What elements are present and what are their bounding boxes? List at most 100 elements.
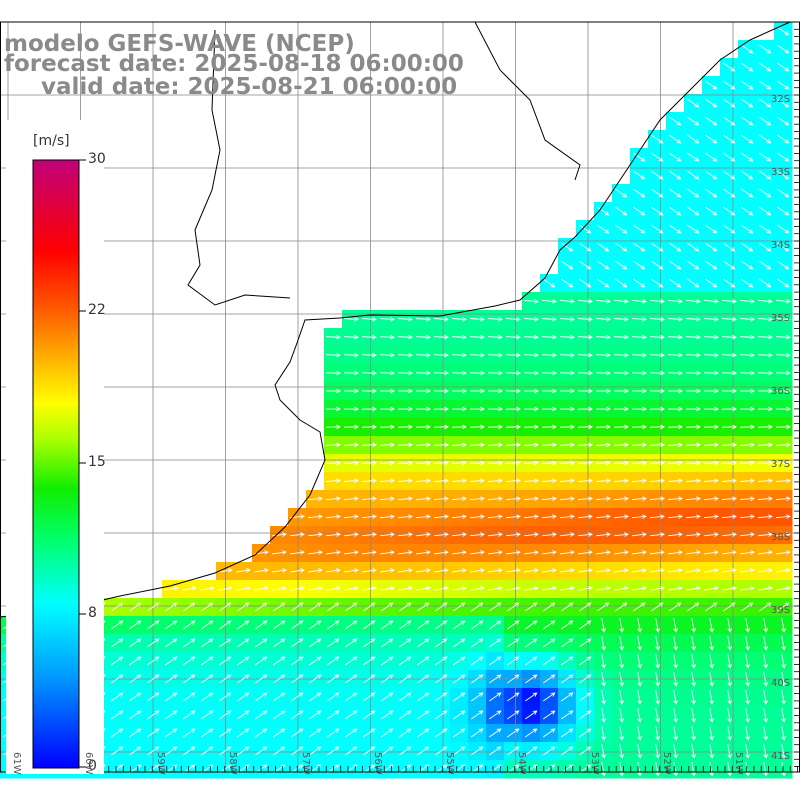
wind-arrow xyxy=(705,602,718,612)
wind-arrow xyxy=(721,370,737,376)
lat-label-32s: 32S xyxy=(771,94,791,105)
wind-arrow xyxy=(651,134,664,144)
wind-arrow xyxy=(379,478,395,484)
wind-arrow xyxy=(451,370,467,376)
wind-arrow xyxy=(111,692,124,702)
wind-arrow xyxy=(129,746,142,756)
wind-arrow xyxy=(613,388,629,394)
wind-arrow xyxy=(505,514,521,519)
wind-arrow xyxy=(129,656,142,666)
wind-arrow xyxy=(775,406,791,412)
wind-arrow xyxy=(523,532,539,537)
wind-arrow xyxy=(291,692,304,702)
wind-arrow xyxy=(345,692,358,702)
wind-arrow xyxy=(651,206,664,216)
wind-arrow xyxy=(703,532,719,537)
wind-arrow xyxy=(649,370,665,376)
wind-arrow xyxy=(655,744,660,759)
wind-arrow xyxy=(703,478,719,484)
wind-arrow xyxy=(759,602,772,612)
wind-arrow xyxy=(775,352,791,358)
wind-arrow xyxy=(560,550,575,555)
wind-arrow xyxy=(757,442,773,448)
lon-label-54w: 54W xyxy=(516,752,527,775)
wind-arrow xyxy=(745,744,750,759)
wind-arrow xyxy=(673,672,678,687)
wind-arrow xyxy=(649,388,665,394)
wind-arrow xyxy=(505,442,521,448)
wind-arrow xyxy=(165,710,178,720)
wind-arrow xyxy=(721,496,737,501)
wind-arrow xyxy=(237,710,250,720)
wind-arrow xyxy=(523,442,539,448)
wind-arrow xyxy=(308,550,323,555)
wind-arrow xyxy=(344,586,359,591)
wind-arrow xyxy=(705,278,718,288)
wind-arrow xyxy=(741,62,754,72)
wind-arrow xyxy=(595,370,611,376)
wind-arrow xyxy=(417,638,430,648)
wind-arrow xyxy=(362,568,377,573)
wind-arrow xyxy=(272,550,287,555)
wind-arrow xyxy=(343,334,359,340)
wind-arrow xyxy=(433,370,449,376)
wind-arrow xyxy=(147,602,160,612)
wind-arrow xyxy=(309,620,322,630)
wind-arrow xyxy=(469,532,485,537)
wind-arrow xyxy=(417,728,430,738)
wind-arrow xyxy=(381,638,394,648)
wind-arrow xyxy=(218,586,233,591)
wind-arrow xyxy=(543,674,556,684)
wind-arrow xyxy=(381,674,394,684)
wind-arrow xyxy=(379,406,395,412)
wind-arrow xyxy=(595,478,611,484)
wind-arrow xyxy=(763,708,768,723)
wind-arrow xyxy=(763,690,768,705)
wind-arrow xyxy=(739,496,755,501)
wind-arrow xyxy=(255,638,268,648)
wind-arrow xyxy=(561,242,574,252)
wind-arrow xyxy=(361,532,377,537)
wind-arrow xyxy=(380,568,395,573)
wind-arrow xyxy=(759,152,772,162)
wind-arrow xyxy=(525,710,538,720)
wind-arrow xyxy=(309,692,322,702)
wind-arrow xyxy=(777,224,790,234)
wind-arrow xyxy=(655,654,660,669)
wind-arrow xyxy=(381,746,394,756)
wind-arrow xyxy=(579,656,592,666)
wind-arrow xyxy=(183,602,196,612)
wind-arrow xyxy=(361,370,377,376)
wind-arrow xyxy=(577,478,593,484)
wind-arrow xyxy=(165,620,178,630)
wind-arrow xyxy=(542,568,557,573)
wind-arrow xyxy=(723,62,736,72)
colorbar-label-30: 30 xyxy=(88,151,106,167)
wind-arrow xyxy=(721,352,737,358)
wind-arrow xyxy=(489,728,502,738)
wind-arrow xyxy=(705,242,718,252)
wind-arrow xyxy=(183,638,196,648)
wind-arrow xyxy=(399,620,412,630)
wind-arrow xyxy=(596,550,611,555)
wind-arrow xyxy=(289,532,305,537)
wind-arrow xyxy=(649,460,665,466)
wind-arrow xyxy=(505,532,521,537)
wind-arrow xyxy=(415,478,431,484)
wind-arrow xyxy=(650,550,665,555)
title-model: modelo GEFS-WAVE (NCEP) xyxy=(4,31,355,57)
wind-arrow xyxy=(380,586,395,591)
wind-arrow xyxy=(651,602,664,612)
wind-arrow xyxy=(613,370,629,376)
wind-arrow xyxy=(379,532,395,537)
wind-arrow xyxy=(740,568,755,573)
wind-arrow xyxy=(759,188,772,198)
wind-arrow xyxy=(543,692,556,702)
wind-arrow xyxy=(723,134,736,144)
wind-arrow xyxy=(619,744,624,759)
wind-arrow xyxy=(416,550,431,555)
wind-arrow xyxy=(615,188,628,198)
wind-arrow xyxy=(362,550,377,555)
wind-arrow xyxy=(379,370,395,376)
wind-arrow xyxy=(721,460,737,466)
